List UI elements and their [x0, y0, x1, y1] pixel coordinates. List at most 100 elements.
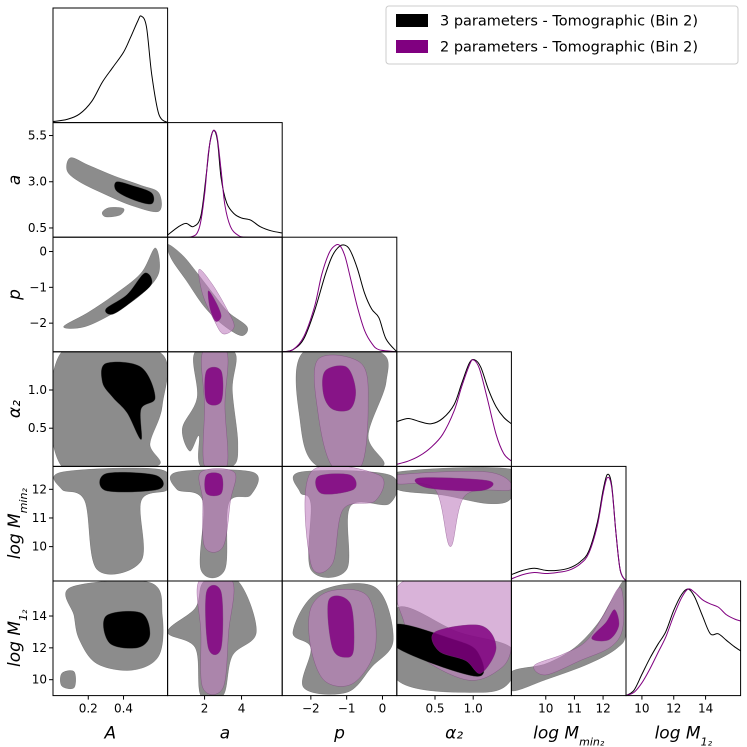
x-tick-label-A-1: 0.4 — [114, 702, 133, 716]
marginal-log_M_min_2 — [511, 473, 626, 581]
marginal-A — [53, 15, 168, 123]
contour-3p-inner-1 — [101, 361, 156, 440]
y-tick-label-alpha_2-0: 0.5 — [28, 421, 47, 435]
y-tick-label-p-2: −2 — [29, 316, 47, 330]
legend-swatch-3-parameters — [396, 14, 428, 27]
marginal-curve-3p-alpha_2 — [396, 358, 512, 425]
x-tick-label-alpha_2-0: 0.5 — [425, 702, 444, 716]
x-tick-label-log_M_min_2-1: 11 — [567, 702, 582, 716]
panel-p-vs-alpha_2 — [295, 351, 389, 467]
y-tick-label-p-1: −1 — [29, 280, 47, 294]
panel-a-vs-log_M_min_2 — [169, 468, 259, 579]
contour-3p-outer-1 — [60, 670, 76, 690]
x-tick-label-log_M_1_2-2: 14 — [698, 702, 713, 716]
contour-3p-inner-2 — [103, 610, 151, 649]
contour-3p-inner-1 — [99, 471, 164, 493]
contour-2p-inner-2 — [204, 366, 224, 406]
contour-3p-outer-1 — [101, 207, 125, 218]
panel-A-vs-log_M_min_2 — [53, 467, 168, 575]
marginal-alpha_2 — [396, 358, 512, 465]
marginal-curve-3p-p — [282, 244, 397, 352]
legend-swatch-2-parameters — [396, 40, 428, 53]
x-tick-label-A-0: 0.2 — [79, 702, 98, 716]
marginal-curve-3p-log_M_1_2 — [626, 588, 741, 696]
legend: 3 parameters - Tomographic (Bin 2) 2 par… — [385, 5, 739, 65]
panel-A-vs-log_M_1_2 — [60, 581, 164, 690]
x-tick-label-a-1: 4 — [238, 702, 246, 716]
panel-a-vs-alpha_2 — [181, 351, 239, 467]
x-axis-label-alpha_2: α₂ — [445, 724, 463, 744]
x-axis-label-sub-log_M_1_2: 1₂ — [701, 735, 713, 747]
y-axis-label-sub-log_M_min_2: min₂ — [17, 488, 30, 514]
x-tick-label-p-2: 0 — [379, 702, 387, 716]
panel-log_M_min_2-vs-log_M_1_2 — [511, 581, 626, 692]
marginal-p — [282, 243, 397, 352]
panel-frame-5-5 — [625, 580, 742, 697]
marginal-log_M_1_2 — [626, 588, 741, 696]
y-axis-label-a: a — [5, 175, 25, 185]
panel-p-vs-log_M_min_2 — [292, 466, 397, 578]
y-tick-label-a-0: 0.5 — [28, 221, 47, 235]
x-axis-label-log_M_1_2: log M1₂ — [655, 724, 713, 747]
contour-2p-outer-1 — [198, 269, 235, 335]
contour-2p-inner-2 — [207, 290, 222, 322]
x-axis-label-a: a — [220, 724, 230, 744]
x-axis-label-A: A — [103, 724, 116, 744]
y-tick-label-log_M_min_2-2: 12 — [32, 482, 47, 496]
panel-a-vs-log_M_1_2 — [167, 581, 257, 696]
y-tick-label-alpha_2-1: 1.0 — [28, 383, 47, 397]
y-axis-label-alpha_2: α₂ — [5, 400, 25, 418]
y-tick-label-a-2: 5.5 — [28, 129, 47, 143]
panel-p-vs-log_M_1_2 — [292, 583, 394, 695]
marginal-curve-2p-alpha_2 — [396, 359, 512, 465]
y-tick-label-a-1: 3.0 — [28, 175, 47, 189]
marginal-a — [167, 129, 283, 238]
y-tick-label-log_M_1_2-0: 10 — [32, 673, 47, 687]
y-tick-label-log_M_min_2-0: 10 — [32, 540, 47, 554]
contour-3p-inner-1 — [105, 272, 153, 315]
y-tick-label-p-0: 0 — [39, 245, 47, 259]
marginal-curve-3p-A — [53, 15, 168, 123]
marginal-curve-2p-log_M_min_2 — [511, 476, 626, 581]
contour-3p-outer-0 — [53, 467, 168, 575]
panel-a-vs-p — [167, 244, 248, 336]
contour-2p-inner-2 — [322, 365, 356, 412]
panels-layer: 0.2 0.4 2 4 −2 −1 0 0.5 1.0 10 11 12 10 12 14 0.5 3.0 5.5… — [5, 7, 742, 747]
x-axis-label-sub-log_M_min_2: min₂ — [579, 735, 605, 747]
contour-2p-inner-2 — [327, 595, 355, 658]
contour-2p-outer-1 — [396, 471, 512, 547]
panel-alpha_2-vs-log_M_1_2 — [396, 581, 512, 693]
x-tick-label-p-0: −2 — [302, 702, 320, 716]
marginal-curve-2p-a — [167, 129, 283, 238]
x-tick-label-log_M_1_2-0: 10 — [634, 702, 649, 716]
y-tick-label-log_M_1_2-2: 14 — [32, 609, 47, 623]
panel-A-vs-p — [63, 247, 160, 329]
x-tick-label-alpha_2-1: 1.0 — [464, 702, 483, 716]
marginal-curve-2p-log_M_1_2 — [626, 588, 741, 696]
panel-A-vs-alpha_2 — [53, 351, 168, 467]
contour-2p-inner-2 — [414, 477, 494, 492]
y-tick-label-log_M_1_2-1: 12 — [32, 641, 47, 655]
contour-2p-inner-2 — [315, 473, 357, 495]
contour-3p-outer-0 — [53, 351, 168, 467]
legend-label-2-parameters: 2 parameters - Tomographic (Bin 2) — [440, 40, 698, 56]
contour-3p-inner-2 — [114, 181, 155, 205]
marginal-curve-2p-p — [282, 243, 397, 352]
panel-alpha_2-vs-log_M_min_2 — [396, 467, 512, 547]
x-axis-label-p: p — [333, 724, 345, 744]
contour-2p-inner-2 — [591, 609, 620, 642]
contour-2p-outer-1 — [201, 351, 229, 467]
panel-A-vs-a — [66, 157, 162, 218]
legend-label-3-parameters: 3 parameters - Tomographic (Bin 2) — [440, 14, 698, 30]
y-tick-label-log_M_min_2-1: 11 — [32, 511, 47, 525]
contour-2p-inner-2 — [205, 584, 224, 656]
x-tick-label-log_M_1_2-1: 12 — [666, 702, 681, 716]
contour-2p-inner-3 — [431, 624, 497, 674]
legend-box — [385, 5, 739, 65]
x-tick-label-log_M_min_2-2: 12 — [595, 702, 610, 716]
y-axis-label-sub-log_M_1_2: 1₂ — [17, 609, 30, 621]
x-tick-label-log_M_min_2-0: 10 — [538, 702, 553, 716]
x-tick-label-a-0: 2 — [201, 702, 209, 716]
x-tick-label-p-1: −1 — [338, 702, 356, 716]
